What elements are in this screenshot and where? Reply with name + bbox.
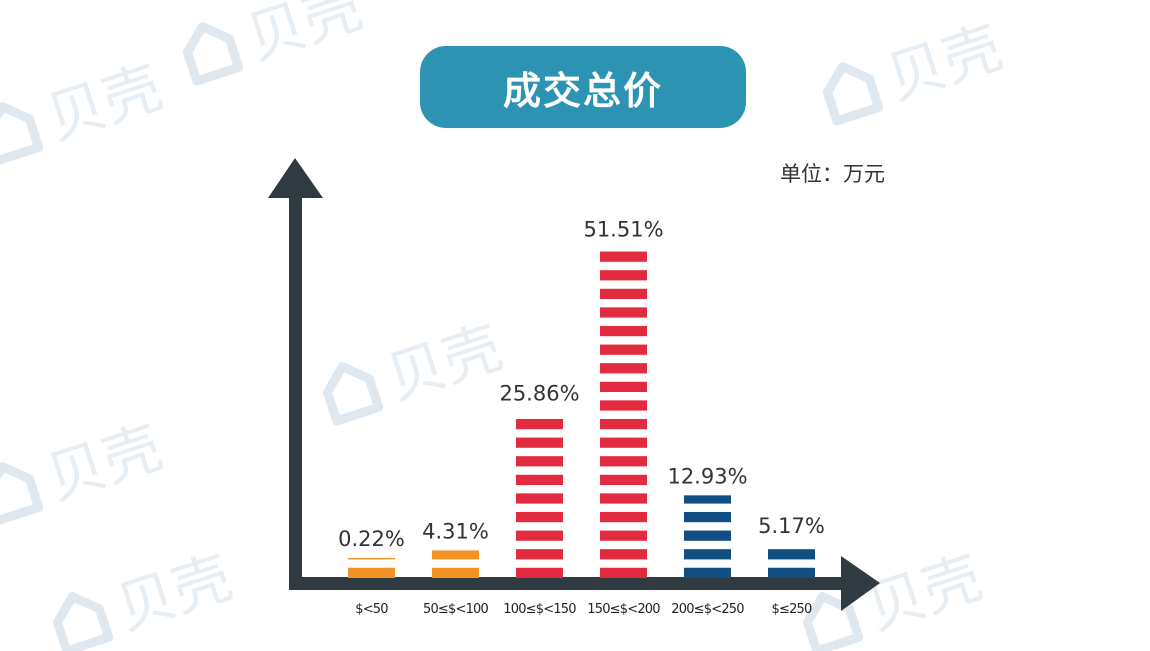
x-tick-labels-group: $<50 50≤$<100 100≤$<150 150≤$<200 200≤$<250 $… — [355, 602, 813, 617]
bar-stripe — [432, 550, 479, 560]
bar-stripe — [600, 530, 647, 541]
bars-group — [348, 251, 815, 578]
axes — [268, 158, 880, 611]
bar — [432, 550, 479, 578]
x-tick-label: 50≤$<100 — [423, 602, 489, 617]
bar-stripe — [516, 437, 563, 448]
value-label: 51.51% — [583, 218, 663, 242]
bar-stripe — [684, 495, 731, 504]
bar-stripe — [600, 474, 647, 485]
bar-stripe — [684, 567, 731, 578]
x-tick-label: $<50 — [355, 602, 388, 617]
value-label: 12.93% — [667, 464, 747, 488]
bar-stripe — [600, 363, 647, 374]
bar-stripe — [600, 251, 647, 262]
bar-stripe — [600, 270, 647, 281]
bar-stripe — [600, 493, 647, 504]
x-tick-label: 200≤$<250 — [671, 602, 744, 617]
bar-stripe — [600, 288, 647, 299]
x-axis-line — [289, 577, 851, 590]
bar — [684, 495, 731, 578]
bar-stripe — [516, 511, 563, 523]
bar-stripe — [432, 567, 479, 578]
bar-stripe — [600, 549, 647, 560]
value-label: 25.86% — [499, 382, 579, 406]
bar-stripe — [600, 418, 647, 430]
bar-stripe — [768, 549, 815, 560]
bar-stripe — [600, 456, 647, 467]
bar-stripe — [600, 400, 647, 411]
chart-title: 成交总价 — [502, 68, 663, 113]
bar — [348, 558, 395, 578]
bar-stripe — [516, 567, 563, 578]
value-labels-group: 0.22% 4.31% 25.86% 51.51% 12.93% 5.17% — [338, 218, 825, 551]
bar-stripe — [516, 549, 563, 560]
x-tick-label: 150≤$<200 — [587, 602, 660, 617]
value-label: 5.17% — [758, 514, 825, 538]
bar-stripe — [600, 344, 647, 355]
bar-stripe — [600, 567, 647, 578]
bar — [516, 418, 563, 578]
chart-title-badge: 成交总价 — [420, 46, 746, 128]
bar — [600, 251, 647, 578]
bar-stripe — [600, 307, 647, 318]
x-tick-label: $≤250 — [772, 602, 813, 617]
bar-stripe — [348, 567, 395, 578]
bar-stripe — [684, 530, 731, 541]
bar-stripe — [516, 530, 563, 541]
bar-stripe — [684, 549, 731, 560]
bar-stripe — [348, 558, 395, 560]
y-axis-line — [289, 192, 302, 589]
x-tick-label: 100≤$<150 — [503, 602, 576, 617]
x-axis-arrow-icon — [841, 556, 880, 611]
bar-stripe — [768, 567, 815, 578]
bar-stripe — [516, 474, 563, 485]
y-axis-arrow-icon — [268, 158, 323, 198]
unit-label: 单位：万元 — [780, 162, 885, 186]
bar-stripe — [600, 325, 647, 337]
bar-stripe — [600, 511, 647, 523]
bar-stripe — [516, 456, 563, 467]
bar-stripe — [600, 381, 647, 392]
bar-stripe — [684, 511, 731, 523]
value-label: 0.22% — [338, 527, 405, 551]
bar-stripe — [600, 437, 647, 448]
bar-stripe — [516, 418, 563, 430]
bar-stripe — [516, 493, 563, 504]
value-label: 4.31% — [422, 519, 489, 543]
bar — [768, 549, 815, 578]
